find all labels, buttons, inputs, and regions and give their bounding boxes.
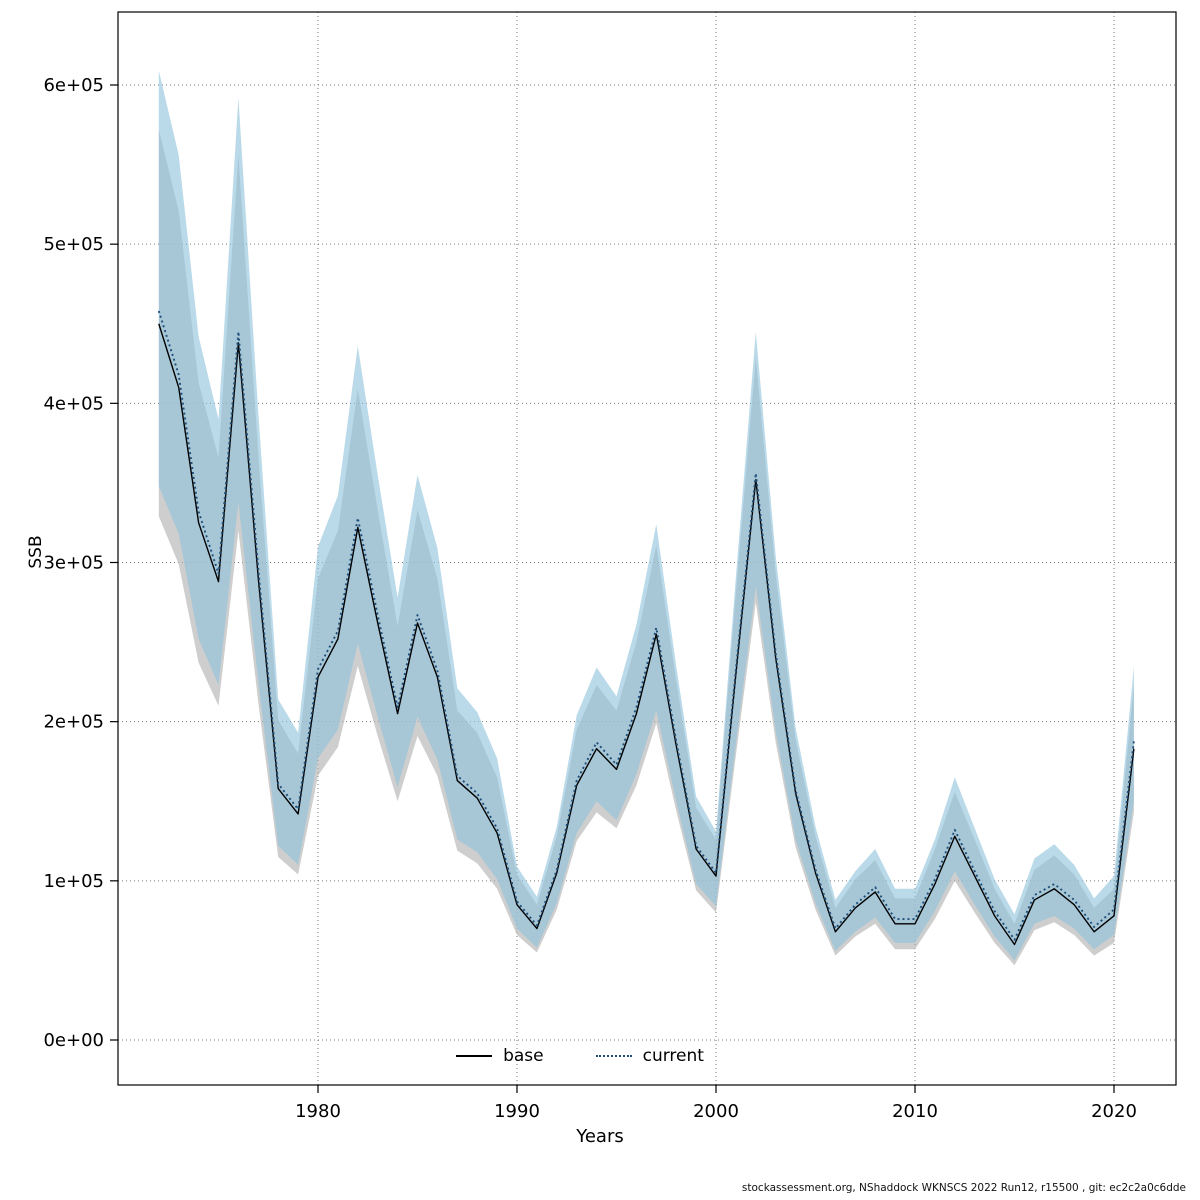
x-tick-label: 2020 <box>1091 1101 1137 1122</box>
series-line-base <box>158 323 1135 946</box>
y-tick-label: 5e+05 <box>43 234 104 255</box>
current-line-sample <box>595 1055 632 1057</box>
confidence-band-base <box>158 129 1134 966</box>
confidence-band-current <box>158 70 1134 961</box>
x-tick-label: 2010 <box>892 1101 938 1122</box>
y-tick-label: 0e+00 <box>43 1030 104 1051</box>
legend-label-base: base <box>503 1046 544 1066</box>
y-tick-label: 2e+05 <box>43 712 104 733</box>
plot-border <box>117 11 1177 1086</box>
legend-label-current: current <box>642 1046 704 1066</box>
x-tick-label: 1990 <box>494 1101 540 1122</box>
legend-item-base: base <box>456 1046 544 1066</box>
y-tick-label: 6e+05 <box>43 75 104 96</box>
x-tick-label: 1980 <box>295 1101 341 1122</box>
y-tick-label: 4e+05 <box>43 393 104 414</box>
base-line-sample <box>456 1055 493 1057</box>
series-line-current <box>157 310 1135 941</box>
x-tick-label: 2000 <box>693 1101 739 1122</box>
y-tick-label: 3e+05 <box>43 553 104 574</box>
legend: base current <box>0 1046 1160 1066</box>
legend-item-current: current <box>595 1046 704 1066</box>
y-axis-label: SSB <box>26 535 46 569</box>
y-tick-label: 1e+05 <box>43 871 104 892</box>
footer-attribution: stockassessment.org, NShaddock WKNSCS 20… <box>741 1182 1186 1194</box>
x-axis-label: Years <box>576 1126 624 1147</box>
